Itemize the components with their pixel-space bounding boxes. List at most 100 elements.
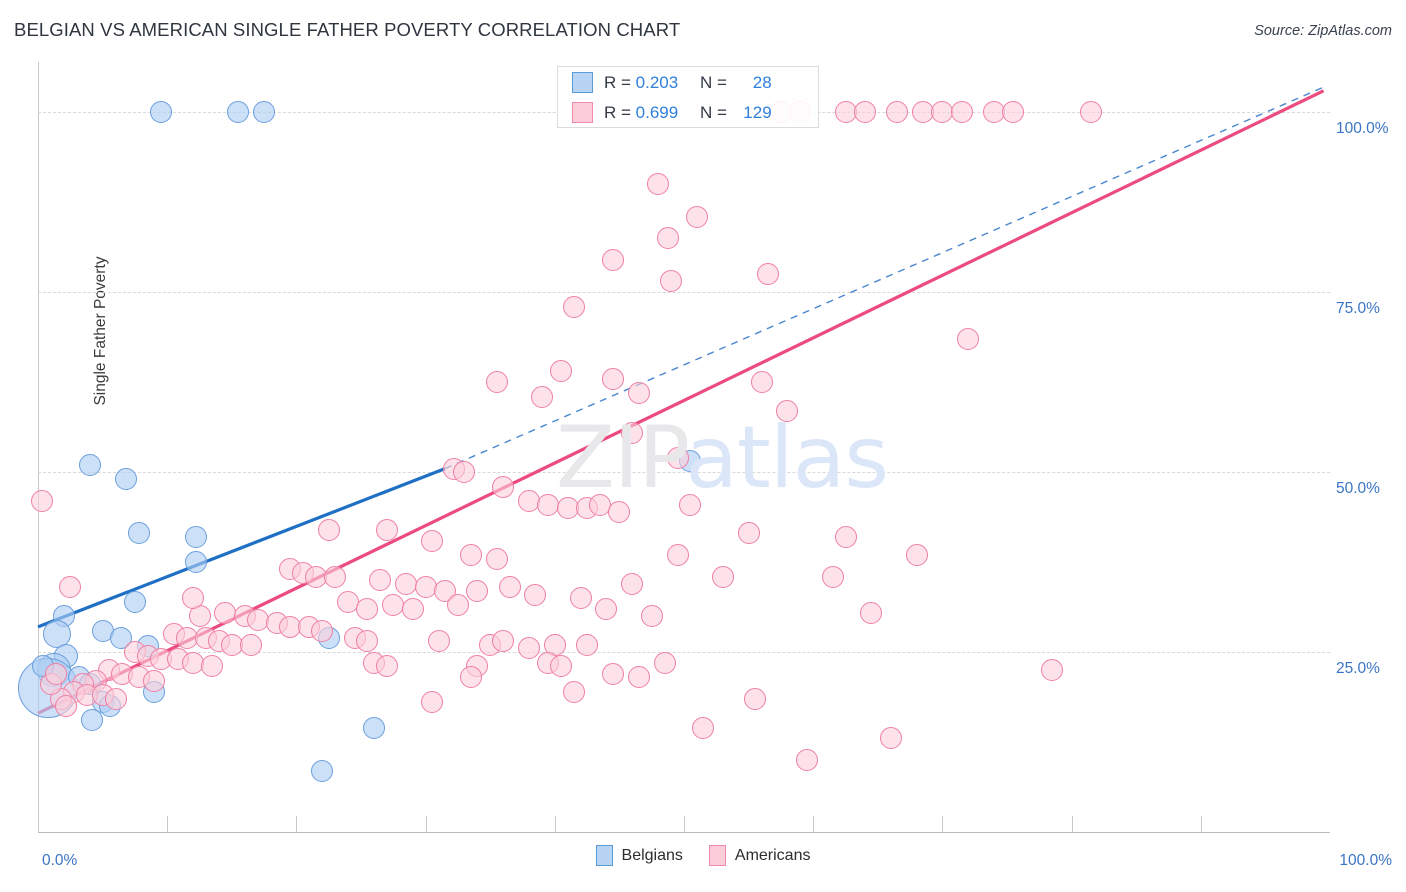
data-point[interactable] [756, 263, 779, 286]
data-point[interactable] [362, 716, 385, 739]
data-point[interactable] [795, 749, 818, 772]
data-point[interactable] [184, 551, 207, 574]
data-point[interactable] [401, 597, 424, 620]
data-point[interactable] [685, 205, 708, 228]
data-point[interactable] [375, 518, 398, 541]
data-point[interactable] [601, 248, 624, 271]
data-point[interactable] [81, 709, 104, 732]
data-point[interactable] [601, 367, 624, 390]
data-point[interactable] [744, 687, 767, 710]
legend-item-americans[interactable]: Americans [708, 845, 810, 866]
data-point[interactable] [55, 695, 78, 718]
data-point[interactable] [608, 500, 631, 523]
data-point[interactable] [78, 453, 101, 476]
data-point[interactable] [459, 666, 482, 689]
data-point[interactable] [414, 576, 437, 599]
data-point[interactable] [879, 727, 902, 750]
data-point[interactable] [647, 173, 670, 196]
data-point[interactable] [498, 576, 521, 599]
data-point[interactable] [453, 461, 476, 484]
data-point[interactable] [853, 101, 876, 124]
data-point[interactable] [369, 569, 392, 592]
data-point[interactable] [324, 565, 347, 588]
data-point[interactable] [627, 382, 650, 405]
data-point[interactable] [114, 468, 137, 491]
data-point[interactable] [485, 547, 508, 570]
data-point[interactable] [860, 601, 883, 624]
data-point[interactable] [30, 489, 53, 512]
data-point[interactable] [149, 101, 172, 124]
data-point[interactable] [957, 328, 980, 351]
data-point[interactable] [679, 493, 702, 516]
data-point[interactable] [109, 626, 132, 649]
data-point[interactable] [627, 666, 650, 689]
data-point[interactable] [1079, 101, 1102, 124]
data-point[interactable] [492, 630, 515, 653]
data-point[interactable] [666, 446, 689, 469]
data-point[interactable] [143, 669, 166, 692]
data-point[interactable] [537, 493, 560, 516]
data-point[interactable] [576, 633, 599, 656]
data-point[interactable] [311, 619, 334, 642]
data-point[interactable] [517, 637, 540, 660]
data-point[interactable] [201, 655, 224, 678]
data-point[interactable] [550, 360, 573, 383]
data-point[interactable] [492, 475, 515, 498]
data-point[interactable] [886, 101, 909, 124]
data-point[interactable] [421, 529, 444, 552]
data-point[interactable] [950, 101, 973, 124]
data-point[interactable] [776, 400, 799, 423]
data-point[interactable] [427, 630, 450, 653]
data-point[interactable] [182, 587, 205, 610]
data-point[interactable] [356, 630, 379, 653]
data-point[interactable] [123, 590, 146, 613]
data-point[interactable] [104, 687, 127, 710]
data-point[interactable] [653, 651, 676, 674]
data-point[interactable] [375, 655, 398, 678]
legend-item-belgians[interactable]: Belgians [595, 845, 683, 866]
data-point[interactable] [466, 579, 489, 602]
data-point[interactable] [569, 587, 592, 610]
data-point[interactable] [550, 655, 573, 678]
data-point[interactable] [595, 597, 618, 620]
data-point[interactable] [45, 662, 68, 685]
data-point[interactable] [356, 597, 379, 620]
data-point[interactable] [821, 565, 844, 588]
data-point[interactable] [127, 522, 150, 545]
data-point[interactable] [524, 583, 547, 606]
data-point[interactable] [737, 522, 760, 545]
data-point[interactable] [227, 101, 250, 124]
data-point[interactable] [750, 371, 773, 394]
data-point[interactable] [905, 543, 928, 566]
data-point[interactable] [253, 101, 276, 124]
data-point[interactable] [1041, 659, 1064, 682]
data-point[interactable] [711, 565, 734, 588]
data-point[interactable] [666, 543, 689, 566]
data-point[interactable] [485, 371, 508, 394]
data-point[interactable] [834, 525, 857, 548]
data-point[interactable] [311, 759, 334, 782]
data-point[interactable] [660, 270, 683, 293]
data-point[interactable] [43, 620, 72, 649]
data-point[interactable] [657, 227, 680, 250]
data-point[interactable] [214, 601, 237, 624]
data-point[interactable] [421, 691, 444, 714]
data-point[interactable] [563, 295, 586, 318]
x-tick-3 [425, 816, 427, 832]
data-point[interactable] [621, 572, 644, 595]
data-point[interactable] [59, 576, 82, 599]
data-point[interactable] [692, 716, 715, 739]
data-point[interactable] [530, 385, 553, 408]
data-point[interactable] [621, 421, 644, 444]
data-point[interactable] [395, 572, 418, 595]
data-point[interactable] [446, 594, 469, 617]
data-point[interactable] [317, 518, 340, 541]
data-point[interactable] [640, 605, 663, 628]
data-point[interactable] [240, 633, 263, 656]
data-point[interactable] [382, 594, 405, 617]
data-point[interactable] [1002, 101, 1025, 124]
data-point[interactable] [184, 525, 207, 548]
data-point[interactable] [601, 662, 624, 685]
data-point[interactable] [563, 680, 586, 703]
data-point[interactable] [459, 543, 482, 566]
